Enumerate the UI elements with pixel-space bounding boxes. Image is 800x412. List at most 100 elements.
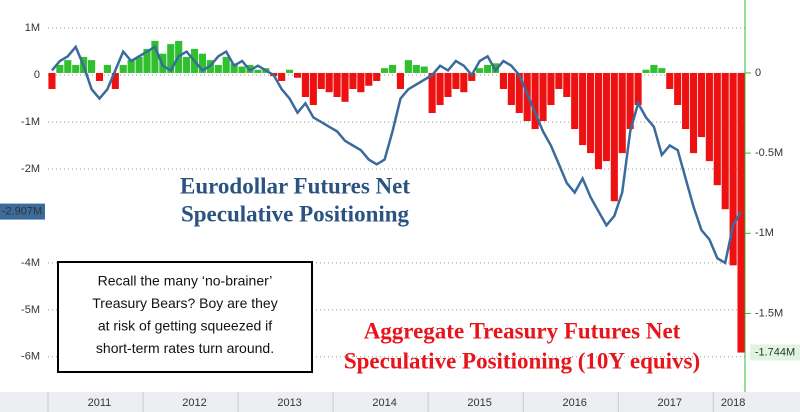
bar [396, 72, 405, 89]
bar [650, 64, 658, 73]
bar [325, 72, 333, 93]
bar [349, 72, 357, 89]
x-tick-label: 2011 [88, 397, 112, 409]
y2-tick-label: -0.5M [755, 147, 783, 159]
bar [404, 60, 412, 73]
bar [278, 72, 286, 81]
x-tick-label: 2016 [562, 397, 586, 409]
bar [682, 72, 690, 130]
note-box [57, 261, 313, 373]
x-tick-label: 2018 [721, 397, 745, 409]
bar [119, 64, 127, 73]
bar [547, 72, 555, 106]
bar [230, 63, 238, 73]
bar [729, 72, 737, 266]
annotation-eurodollar: Eurodollar Futures Net [180, 173, 410, 198]
bar [658, 68, 666, 73]
bar [571, 72, 579, 130]
bar [713, 72, 721, 186]
bar [64, 60, 72, 73]
bar [198, 53, 207, 73]
bar [103, 64, 111, 73]
bar [167, 44, 175, 73]
y-tick-label: -2M [21, 163, 40, 175]
bar [539, 72, 547, 122]
note-text: short-term rates turn around. [96, 340, 274, 356]
bar [460, 72, 468, 93]
bar [626, 72, 634, 130]
bar [381, 68, 389, 73]
bar [333, 72, 341, 97]
bar [579, 72, 587, 146]
x-tick-label: 2015 [467, 397, 491, 409]
note-text: at risk of getting squeezed if [98, 318, 272, 334]
x-tick-label: 2014 [372, 397, 396, 409]
annotation-treasury: Speculative Positioning (10Y equivs) [344, 348, 700, 373]
bar [428, 72, 436, 114]
y-tick-label: -1M [21, 116, 40, 128]
bar [555, 72, 563, 89]
bar [293, 72, 302, 78]
y2-tick-label: -1M [755, 227, 774, 239]
note-text: Treasury Bears? Boy are they [92, 295, 277, 311]
bar [56, 64, 64, 73]
bar [222, 56, 230, 73]
annotation-eurodollar: Speculative Positioning [181, 201, 410, 226]
y-tick-label: 1M [25, 22, 40, 34]
bar [531, 72, 539, 130]
bar [618, 72, 626, 154]
y-tick-label: -4M [21, 257, 40, 269]
y-tick-label: 0 [34, 69, 40, 81]
bar [373, 72, 381, 81]
bar [412, 64, 420, 73]
bar [594, 72, 603, 170]
bar [563, 72, 571, 97]
x-tick-label: 2017 [658, 397, 682, 409]
bar [341, 72, 349, 102]
bar [444, 72, 452, 97]
bar [365, 72, 373, 86]
bar [309, 72, 317, 106]
bar [214, 64, 222, 73]
bar [721, 72, 729, 210]
bar [87, 60, 96, 73]
end-label-box [0, 203, 45, 220]
bar [238, 66, 246, 73]
bar [666, 72, 674, 89]
y2-tick-label: 0 [755, 67, 761, 79]
bar [705, 72, 713, 162]
bar [111, 72, 119, 89]
bar [420, 66, 428, 73]
bar [515, 72, 523, 114]
bar [697, 72, 706, 138]
bar [586, 72, 595, 154]
bar [143, 48, 151, 73]
bar [95, 72, 104, 81]
bar [388, 64, 397, 73]
note-text: Recall the many ‘no-brainer’ [98, 273, 273, 289]
bar [183, 56, 191, 73]
x-tick-label: 2012 [182, 397, 206, 409]
bar [499, 72, 507, 89]
x-tick-label: 2013 [277, 397, 301, 409]
bar [436, 72, 444, 106]
annotation-treasury: Aggregate Treasury Futures Net [364, 318, 681, 343]
y2-tick-label: -1.5M [755, 307, 783, 319]
bar [357, 72, 365, 93]
bar [452, 72, 460, 89]
bar [610, 72, 618, 202]
bar [317, 72, 325, 89]
x-axis-band [0, 392, 800, 412]
bar [48, 72, 56, 89]
line [51, 44, 743, 265]
bar [286, 69, 294, 73]
y-tick-label: -5M [21, 304, 40, 316]
bar [634, 72, 642, 106]
bar [135, 56, 143, 73]
bar [689, 72, 698, 154]
bar [151, 40, 159, 73]
end-label-box [750, 344, 800, 361]
bar [507, 72, 515, 106]
bar [476, 68, 484, 73]
